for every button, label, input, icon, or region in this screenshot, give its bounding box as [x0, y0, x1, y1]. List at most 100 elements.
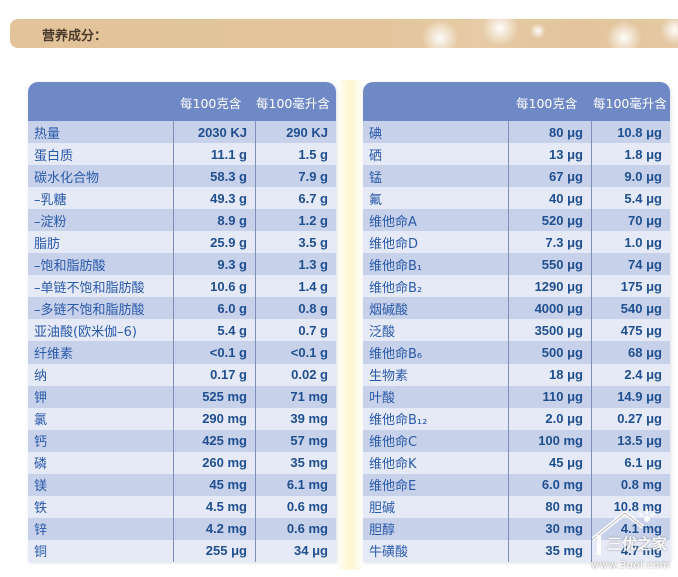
- table-row: –饱和脂肪酸 9.3 g 1.3 g: [28, 253, 336, 276]
- table-row: 纳 0.17 g 0.02 g: [28, 363, 336, 386]
- table-row: 生物素 18 μg 2.4 μg: [363, 363, 670, 386]
- nutrient-name: 铜: [34, 545, 48, 561]
- table-row: 蛋白质 11.1 g 1.5 g: [28, 143, 336, 166]
- value-per-100ml: 0.6 mg: [255, 517, 336, 540]
- value-per-100g: 8.9 g: [173, 209, 255, 232]
- value-per-100ml: <0.1 g: [255, 341, 336, 364]
- value-per-100g: 67 μg: [508, 165, 591, 188]
- value-per-100ml: 6.1 mg: [255, 473, 336, 496]
- value-per-100g: 260 mg: [173, 451, 255, 474]
- value-per-100g: 4.2 mg: [173, 517, 255, 540]
- sparkle-decoration: [420, 21, 460, 48]
- sparkle-decoration: [660, 19, 678, 45]
- nutrient-name: 氯: [34, 413, 48, 429]
- table-row: 烟碱酸 4000 μg 540 μg: [363, 297, 670, 320]
- table-row: –单链不饱和脂肪酸 10.6 g 1.4 g: [28, 275, 336, 298]
- table-row: 维他命A 520 μg 70 μg: [363, 209, 670, 232]
- value-per-100g: 80 mg: [508, 495, 591, 518]
- value-per-100ml: 14.9 μg: [591, 385, 670, 408]
- table-row: 铁 4.5 mg 0.6 mg: [28, 495, 336, 518]
- table-row: 铜 255 μg 34 μg: [28, 539, 336, 562]
- value-per-100g: 520 μg: [508, 209, 591, 232]
- table-row: –多链不饱和脂肪酸 6.0 g 0.8 g: [28, 297, 336, 320]
- value-per-100ml: 0.27 μg: [591, 407, 670, 430]
- value-per-100g: 40 μg: [508, 187, 591, 210]
- table-header: 每100克含 每100毫升含: [28, 82, 336, 121]
- table-body: 碘 80 μg 10.8 μg 硒 13 μg 1.8 μg 锰 67 μg 9.0 μg 氟 40…: [363, 121, 670, 562]
- value-per-100ml: 10.8 μg: [591, 121, 670, 144]
- value-per-100g: 5.4 g: [173, 319, 255, 342]
- table-row: 维他命B₁₂ 2.0 μg 0.27 μg: [363, 407, 670, 430]
- table-row: 锰 67 μg 9.0 μg: [363, 165, 670, 188]
- value-per-100ml: 9.0 μg: [591, 165, 670, 188]
- nutrient-name: 维他命B₁: [369, 258, 423, 274]
- value-per-100ml: 34 μg: [255, 539, 336, 562]
- table-row: 维他命B₂ 1290 μg 175 μg: [363, 275, 670, 298]
- nutrient-name: 烟碱酸: [369, 302, 409, 318]
- table-row: 胆碱 80 mg 10.8 mg: [363, 495, 670, 518]
- nutrient-name: 镁: [34, 479, 48, 495]
- value-per-100ml: 1.3 g: [255, 253, 336, 276]
- nutrient-name: 胆醇: [369, 523, 396, 539]
- value-per-100ml: 57 mg: [255, 429, 336, 452]
- table-row: –淀粉 8.9 g 1.2 g: [28, 209, 336, 232]
- table-row: 镁 45 mg 6.1 mg: [28, 473, 336, 496]
- nutrient-name: 亚油酸(欧米伽–6): [34, 324, 137, 340]
- value-per-100g: 9.3 g: [173, 253, 255, 276]
- table-row: 维他命C 100 mg 13.5 μg: [363, 429, 670, 452]
- value-per-100ml: 0.8 mg: [591, 473, 670, 496]
- table-row: 泛酸 3500 μg 475 μg: [363, 319, 670, 342]
- column-header-per-100ml: 每100毫升含: [256, 96, 330, 111]
- table-row: –乳糖 49.3 g 6.7 g: [28, 187, 336, 210]
- value-per-100g: 13 μg: [508, 143, 591, 166]
- nutrient-name: 叶酸: [369, 391, 396, 407]
- sparkle-decoration: [605, 21, 643, 48]
- nutrient-name: 硒: [369, 148, 383, 164]
- nutrient-name: –多链不饱和脂肪酸: [34, 302, 145, 318]
- column-header-per-100g: 每100克含: [180, 96, 242, 111]
- table-row: 胆醇 30 mg 4.1 mg: [363, 517, 670, 540]
- value-per-100ml: 74 μg: [591, 253, 670, 276]
- value-per-100g: 11.1 g: [173, 143, 255, 166]
- value-per-100ml: 35 mg: [255, 451, 336, 474]
- sparkle-decoration: [480, 19, 520, 45]
- nutrient-name: 锌: [34, 523, 48, 539]
- value-per-100ml: 1.4 g: [255, 275, 336, 298]
- value-per-100ml: 0.6 mg: [255, 495, 336, 518]
- value-per-100ml: 39 mg: [255, 407, 336, 430]
- value-per-100g: 25.9 g: [173, 231, 255, 254]
- value-per-100ml: 7.9 g: [255, 165, 336, 188]
- nutrient-name: 钾: [34, 391, 48, 407]
- table-row: 钾 525 mg 71 mg: [28, 385, 336, 408]
- value-per-100ml: 2.4 μg: [591, 363, 670, 386]
- table-row: 碘 80 μg 10.8 μg: [363, 121, 670, 144]
- value-per-100ml: 1.0 μg: [591, 231, 670, 254]
- value-per-100g: 425 mg: [173, 429, 255, 452]
- value-per-100g: 1290 μg: [508, 275, 591, 298]
- nutrient-name: 胆碱: [369, 501, 396, 517]
- nutrient-name: 牛磺酸: [369, 545, 409, 561]
- sparkle-decoration: [530, 23, 546, 39]
- nutrient-name: 铁: [34, 501, 48, 517]
- nutrient-name: 碘: [369, 126, 383, 142]
- value-per-100ml: 4.7 mg: [591, 539, 670, 562]
- value-per-100ml: 0.7 g: [255, 319, 336, 342]
- value-per-100g: 255 μg: [173, 539, 255, 562]
- nutrient-name: 维他命E: [369, 479, 417, 495]
- nutrient-name: –单链不饱和脂肪酸: [34, 280, 145, 296]
- column-header-per-100g: 每100克含: [516, 96, 578, 111]
- table-row: 叶酸 110 μg 14.9 μg: [363, 385, 670, 408]
- value-per-100g: 500 μg: [508, 341, 591, 364]
- value-per-100ml: 0.02 g: [255, 363, 336, 386]
- value-per-100g: 45 mg: [173, 473, 255, 496]
- nutrient-name: 维他命K: [369, 457, 417, 473]
- table-row: 碳水化合物 58.3 g 7.9 g: [28, 165, 336, 188]
- table-row: 锌 4.2 mg 0.6 mg: [28, 517, 336, 540]
- nutrition-table-right: 每100克含 每100毫升含 碘 80 μg 10.8 μg 硒 13 μg 1.8 μg…: [363, 82, 670, 562]
- value-per-100g: 110 μg: [508, 385, 591, 408]
- nutrient-name: –饱和脂肪酸: [34, 258, 106, 274]
- table-row: 磷 260 mg 35 mg: [28, 451, 336, 474]
- value-per-100ml: 0.8 g: [255, 297, 336, 320]
- value-per-100ml: 68 μg: [591, 341, 670, 364]
